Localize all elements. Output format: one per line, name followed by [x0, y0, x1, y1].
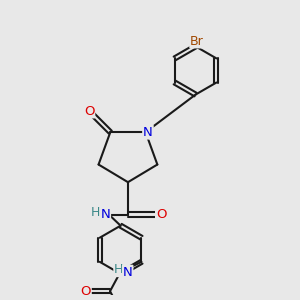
Text: N: N	[123, 266, 133, 279]
Text: H: H	[114, 263, 124, 276]
Text: Br: Br	[190, 34, 204, 48]
Text: N: N	[100, 208, 110, 221]
Text: N: N	[143, 126, 153, 139]
Text: O: O	[84, 104, 94, 118]
Text: H: H	[91, 206, 100, 219]
Text: O: O	[156, 208, 166, 221]
Text: O: O	[80, 285, 91, 298]
